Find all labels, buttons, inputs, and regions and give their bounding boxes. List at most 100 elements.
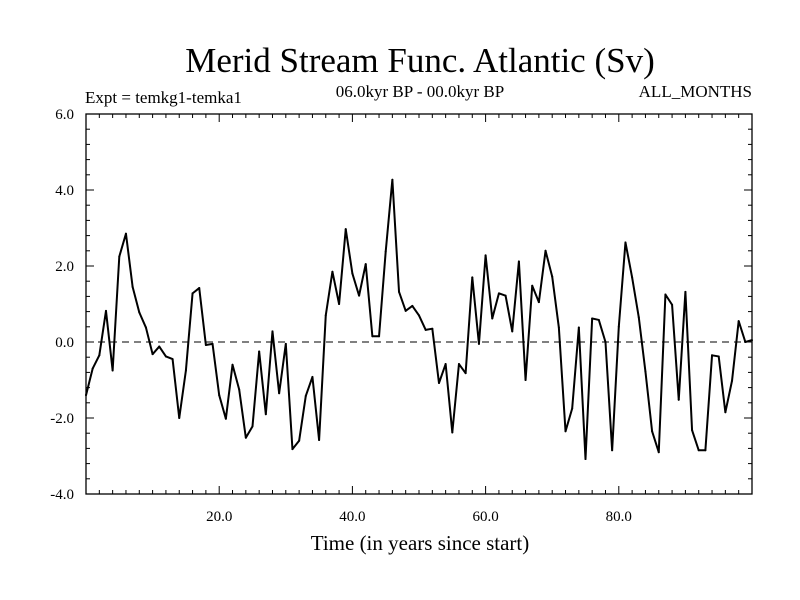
data-point [717,355,720,358]
data-point [111,369,114,372]
data-point [198,287,201,290]
data-point [184,369,187,372]
data-point [171,358,174,361]
data-point [597,318,600,321]
data-point [477,342,480,345]
data-point [244,436,247,439]
data-point [164,355,167,358]
data-point [517,260,520,263]
data-point [544,249,547,252]
data-point [144,326,147,329]
data-point [697,449,700,452]
data-point [424,328,427,331]
x-tick-label: 80.0 [606,509,632,525]
data-point [91,367,94,370]
data-point [611,449,614,452]
data-point [304,394,307,397]
data-point [218,394,221,397]
data-point [664,293,667,296]
data-point [258,350,261,353]
data-point [391,178,394,181]
data-point [497,292,500,295]
data-point [238,388,241,391]
data-point [691,429,694,432]
data-point [617,325,620,328]
data-point [191,292,194,295]
plot-frame [85,113,753,495]
data-point [104,309,107,312]
period-label: 06.0kyr BP - 00.0kyr BP [336,82,504,101]
data-point [671,303,674,306]
data-point [311,375,314,378]
x-tick-label: 60.0 [472,509,498,525]
data-point [511,330,514,333]
data-point [491,317,494,320]
data-point [344,228,347,231]
data-point [524,379,527,381]
data-point [118,255,121,258]
y-tick-label: 4.0 [55,183,74,199]
data-point [504,294,507,297]
data-point [724,411,727,414]
months-label: ALL_MONTHS [639,82,752,101]
data-point [384,250,387,253]
data-point [264,413,267,416]
data-point [224,417,227,420]
data-point [324,314,327,317]
data-point [378,335,381,338]
data-point [351,272,354,275]
data-point [271,330,274,333]
data-point [457,363,460,366]
data-point [124,232,127,235]
data-point [644,370,647,373]
data-point [338,303,341,305]
data-point [731,379,734,382]
data-point [624,241,627,244]
data-point [418,314,420,317]
data-point [604,341,607,343]
data-point [444,363,447,366]
y-tick-label: 2.0 [55,259,74,275]
data-point [651,430,654,433]
data-point [704,449,707,452]
data-point [451,431,454,434]
x-tick-label: 40.0 [339,509,365,525]
data-point [437,382,440,385]
data-point [484,254,487,257]
data-point [577,326,580,329]
data-point [284,342,287,345]
x-tick-label: 20.0 [206,509,232,525]
data-point [371,335,374,338]
data-point [684,290,687,293]
y-tick-label: 6.0 [55,107,74,123]
data-point [637,316,640,319]
data-point [677,398,680,401]
data-point [131,285,134,288]
x-axis-label: Time (in years since start) [311,531,530,555]
data-point [298,439,301,442]
y-tick-label: 0.0 [55,335,74,351]
data-point [331,270,334,273]
data-point [211,342,214,345]
y-tick-label: -2.0 [50,411,74,427]
data-point [251,425,254,428]
data-point [364,263,367,266]
data-point [591,317,594,320]
data-point [711,354,714,357]
data-point [584,458,587,461]
data-point [278,392,281,395]
data-point [404,309,407,312]
data-point [178,417,181,419]
data-point [531,284,534,287]
data-point [398,290,401,293]
data-point [151,353,154,356]
data-point [471,276,474,279]
data-point [537,301,540,304]
data-point [551,275,554,278]
chart-title: Merid Stream Func. Atlantic (Sv) [185,41,655,80]
data-point [737,320,740,323]
data-point [231,363,234,366]
experiment-label: Expt = temkg1-temka1 [85,88,242,107]
data-point [631,276,634,279]
